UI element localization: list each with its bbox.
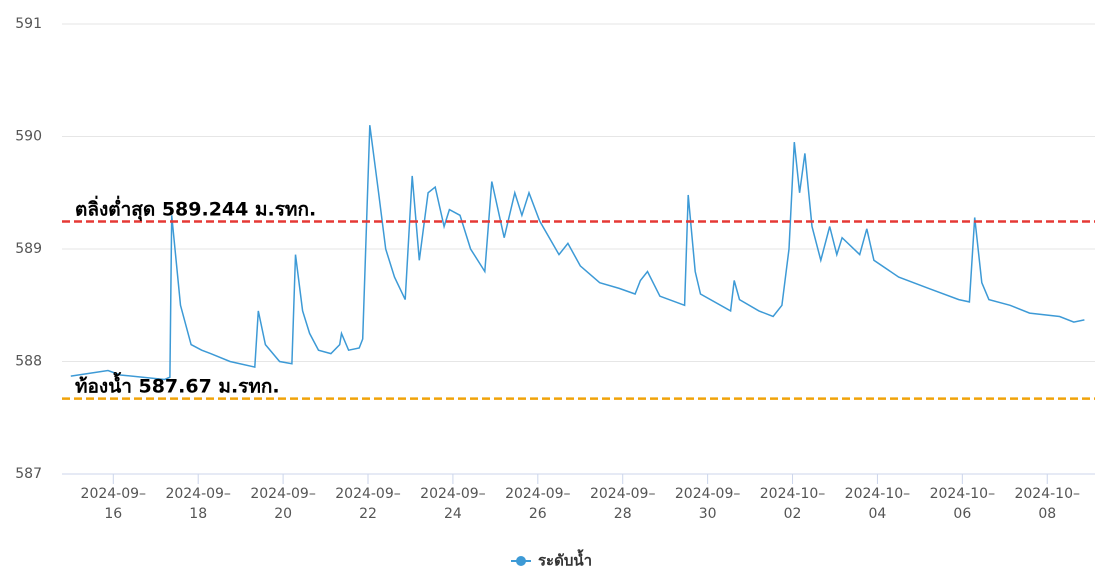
y-tick-label: 589 xyxy=(15,241,42,257)
x-tick-label: 2024-09– 22 xyxy=(335,486,401,522)
reference-label: ท้องน้ำ 587.67 ม.รทก. xyxy=(75,372,280,398)
legend: ระดับน้ำ xyxy=(511,549,592,570)
x-tick-label: 2024-09– 24 xyxy=(420,486,486,522)
x-tick-label: 2024-09– 16 xyxy=(81,486,147,522)
legend-marker xyxy=(516,556,526,566)
y-tick-label: 591 xyxy=(15,16,42,32)
x-tick-label: 2024-09– 30 xyxy=(675,486,741,522)
x-tick-label: 2024-10– 04 xyxy=(845,486,911,522)
x-tick-label: 2024-09– 28 xyxy=(590,486,656,522)
reference-label: ตลิ่งต่ำสุด 589.244 ม.รทก. xyxy=(75,196,316,222)
x-tick-label: 2024-09– 18 xyxy=(165,486,231,522)
y-tick-label: 590 xyxy=(15,129,42,145)
x-tick-label: 2024-09– 20 xyxy=(250,486,316,522)
x-tick-label: 2024-10– 02 xyxy=(760,486,826,522)
y-tick-label: 587 xyxy=(15,466,42,482)
x-tick-label: 2024-10– 06 xyxy=(930,486,996,522)
x-tick-label: 2024-10– 08 xyxy=(1014,486,1080,522)
x-tick-label: 2024-09– 26 xyxy=(505,486,571,522)
y-tick-label: 588 xyxy=(15,354,42,370)
series-line xyxy=(70,125,1085,381)
legend-label: ระดับน้ำ xyxy=(538,549,592,570)
